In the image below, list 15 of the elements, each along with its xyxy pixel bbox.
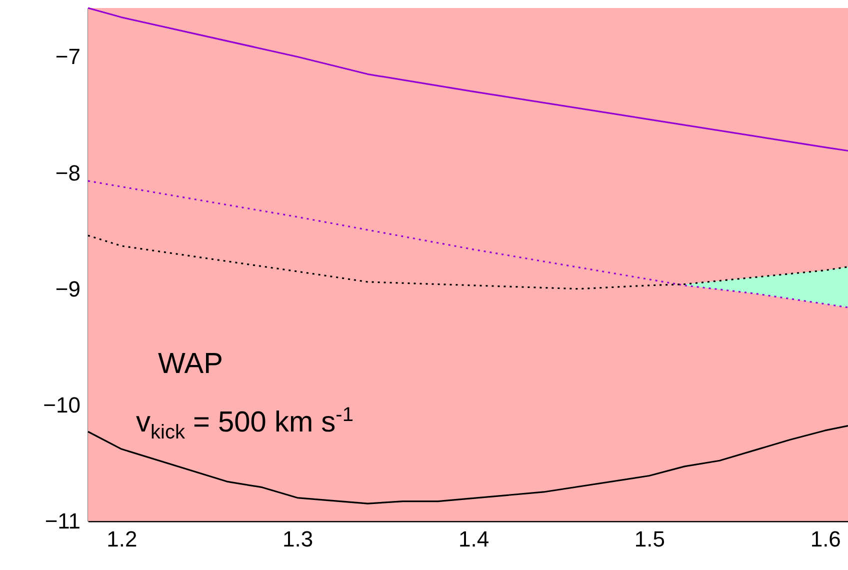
line-series (87, 234, 848, 290)
x-tick-label: 1.5 (634, 526, 665, 552)
line-series (87, 7, 848, 152)
line-series (87, 180, 848, 308)
y-tick-label: −7 (55, 44, 80, 70)
y-tick-label: −9 (55, 276, 80, 302)
x-tick-label: 1.3 (282, 526, 314, 552)
x-tick-label: 1.6 (810, 526, 841, 552)
y-tick-label: −8 (55, 160, 80, 186)
x-tick-label: 1.2 (106, 526, 138, 552)
x-tick-label: 1.4 (458, 526, 490, 552)
annotation: v$_{kick}$ = 500 km s$^{-1}$ (136, 404, 354, 444)
y-tick-label: −10 (43, 392, 80, 418)
annotation: WAP (158, 348, 223, 380)
y-tick-label: −11 (44, 508, 80, 534)
